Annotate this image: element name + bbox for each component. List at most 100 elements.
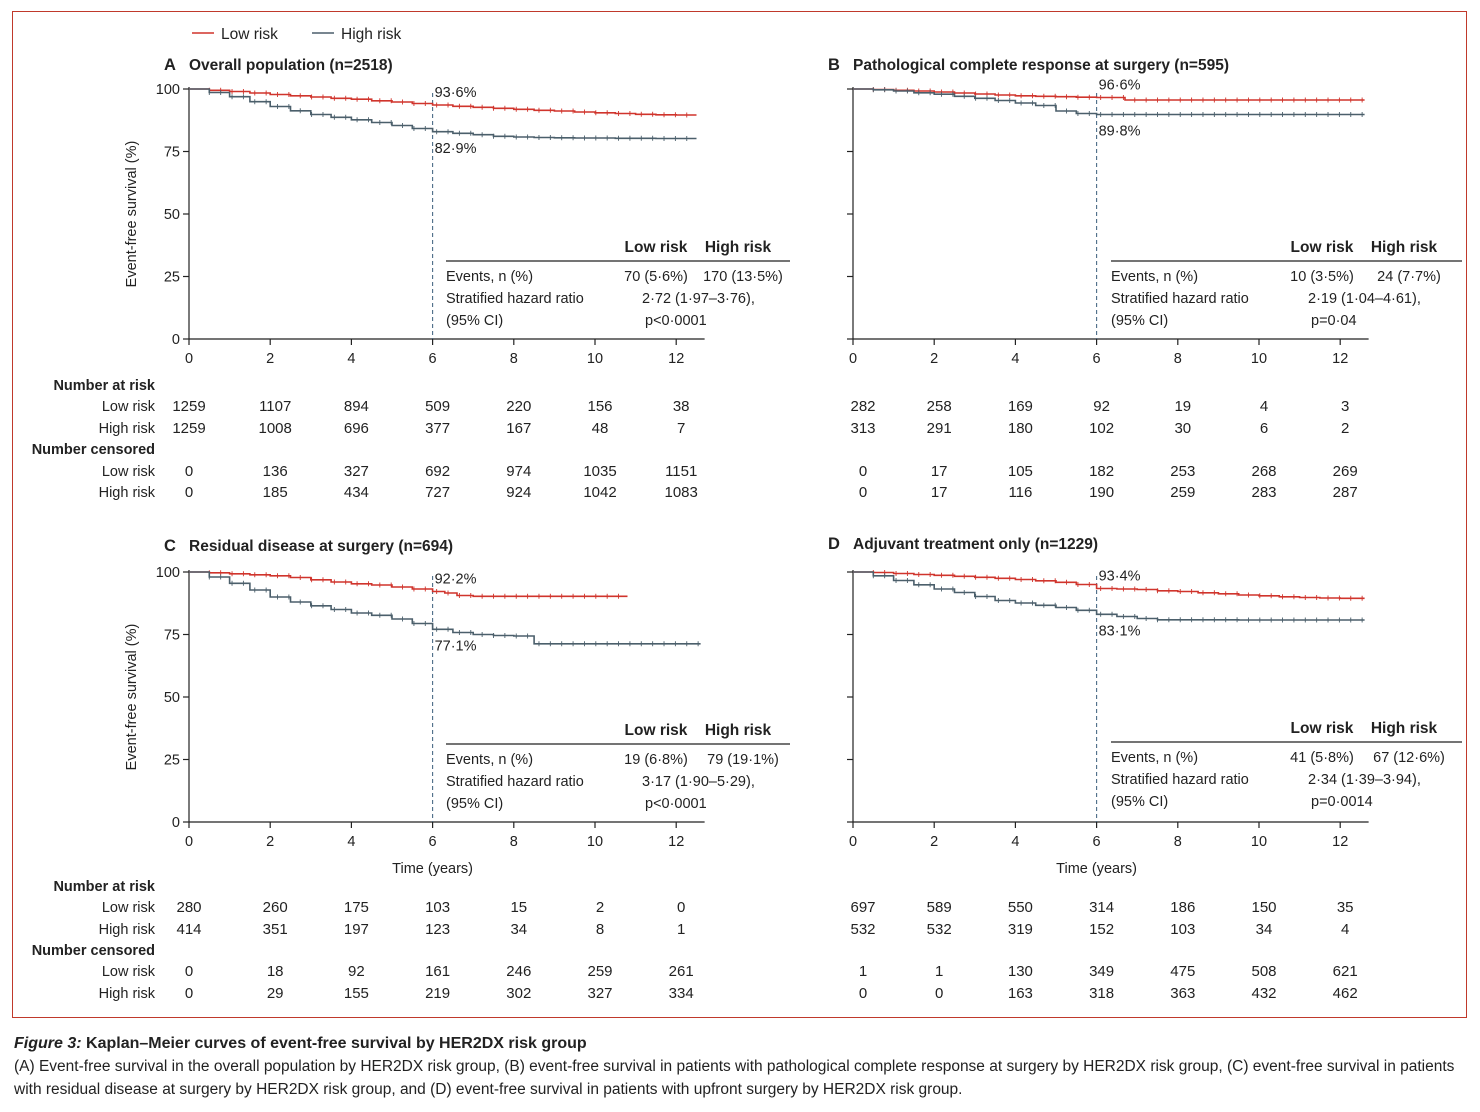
- x-tick-label: 0: [185, 351, 193, 367]
- at-risk-high-value: 34: [510, 921, 527, 938]
- censored-low-value: 269: [1333, 463, 1358, 480]
- x-axis-label: Time (years): [392, 861, 473, 877]
- number-at-risk-label: Number at risk: [53, 879, 155, 895]
- censored-high-value: 190: [1089, 484, 1114, 501]
- landmark-label-low: 93·4%: [1099, 569, 1141, 585]
- censored-low-value: 1035: [583, 463, 616, 480]
- at-risk-high-value: 414: [176, 921, 201, 938]
- at-risk-low-value: 38: [673, 398, 690, 415]
- row-label-low: Low risk: [102, 900, 156, 916]
- at-risk-low-value: 282: [850, 398, 875, 415]
- row-label-low: Low risk: [102, 399, 156, 415]
- censored-high-value: 334: [669, 985, 694, 1002]
- censored-high-value: 259: [1170, 484, 1195, 501]
- x-tick-label: 0: [185, 834, 193, 850]
- at-risk-high-value: 2: [1341, 420, 1349, 437]
- x-tick-label: 10: [587, 834, 603, 850]
- events-low: 19 (6·8%): [624, 752, 688, 768]
- at-risk-low-value: 186: [1170, 899, 1195, 916]
- hr-label: Stratified hazard ratio: [446, 774, 584, 790]
- panel-letter: B: [828, 56, 840, 74]
- x-tick-label: 10: [1251, 351, 1267, 367]
- censored-low-value: 692: [425, 463, 450, 480]
- censored-low-value: 259: [587, 963, 612, 980]
- risk-table: 282 258 169 92 19 4 3 313 291 180 102 30 6 2 0 17 105 182…: [850, 398, 1357, 501]
- at-risk-high-value: 8: [596, 921, 604, 938]
- y-tick-label: 0: [172, 815, 180, 831]
- x-tick-label: 8: [1174, 834, 1182, 850]
- y-tick-label: 75: [164, 628, 180, 644]
- at-risk-low-value: 1259: [172, 398, 205, 415]
- censored-high-value: 318: [1089, 985, 1114, 1002]
- at-risk-low-value: 258: [927, 398, 952, 415]
- y-tick-label: 50: [164, 207, 180, 223]
- low-risk-curve: [189, 571, 628, 598]
- risk-table: Number at risk Low risk High risk Number ce…: [32, 879, 694, 1002]
- censored-high-value: 462: [1333, 985, 1358, 1002]
- landmark-label-high: 77·1%: [435, 638, 477, 654]
- censored-low-value: 105: [1008, 463, 1033, 480]
- censored-high-value: 432: [1251, 985, 1276, 1002]
- hr-pvalue: p<0·0001: [645, 796, 707, 812]
- censored-low-value: 261: [669, 963, 694, 980]
- x-tick-label: 8: [1174, 351, 1182, 367]
- censored-low-value: 327: [344, 463, 369, 480]
- events-high: 170 (13·5%): [703, 269, 783, 285]
- censored-low-value: 974: [506, 463, 531, 480]
- stats-table: Low risk High risk Events, n (%) 70 (5·6%) 1…: [446, 239, 790, 329]
- at-risk-high-value: 123: [425, 921, 450, 938]
- events-high: 24 (7·7%): [1377, 269, 1441, 285]
- at-risk-high-value: 532: [850, 921, 875, 938]
- censored-high-value: 185: [263, 484, 288, 501]
- panel-d: D Adjuvant treatment only (n=1229)0 2 4 6 8 10…: [828, 535, 1462, 1002]
- stats-head-low: Low risk: [1291, 720, 1354, 737]
- hr-ci-label: (95% CI): [446, 313, 503, 329]
- censored-high-value: 0: [935, 985, 943, 1002]
- censored-high-value: 924: [506, 484, 531, 501]
- hr-ci-label: (95% CI): [1111, 313, 1168, 329]
- stats-head-high: High risk: [705, 722, 772, 739]
- hr-value: 2·34 (1·39–3·94),: [1308, 772, 1421, 788]
- events-low: 10 (3·5%): [1290, 269, 1354, 285]
- legend-low-label: Low risk: [221, 26, 278, 43]
- x-tick-label: 4: [347, 834, 355, 850]
- caption-text: (A) Event-free survival in the overall p…: [14, 1058, 1455, 1098]
- x-tick-label: 6: [429, 834, 437, 850]
- censored-high-value: 1042: [583, 484, 616, 501]
- high-risk-censor-marks: [208, 90, 688, 141]
- censored-low-value: 92: [348, 963, 365, 980]
- panel-title: Residual disease at surgery (n=694): [189, 538, 453, 555]
- censored-high-value: 29: [267, 985, 284, 1002]
- figure-caption: Figure 3: Kaplan–Meier curves of event-f…: [14, 1032, 1469, 1101]
- censored-low-value: 130: [1008, 963, 1033, 980]
- censored-high-value: 434: [344, 484, 369, 501]
- at-risk-low-value: 15: [510, 899, 527, 916]
- censored-high-value: 287: [1333, 484, 1358, 501]
- high-risk-curve: [853, 88, 1365, 116]
- row-label-low: Low risk: [102, 464, 156, 480]
- x-tick-label: 4: [1011, 351, 1019, 367]
- censored-low-value: 182: [1089, 463, 1114, 480]
- at-risk-low-value: 103: [425, 899, 450, 916]
- censored-high-value: 155: [344, 985, 369, 1002]
- censored-high-value: 116: [1008, 484, 1032, 501]
- at-risk-high-value: 696: [344, 420, 369, 437]
- low-risk-curve: [853, 571, 1365, 600]
- at-risk-low-value: 314: [1089, 899, 1114, 916]
- risk-table: Number at risk Low risk High risk Number ce…: [32, 378, 698, 501]
- landmark-label-low: 92·2%: [435, 572, 477, 588]
- landmark-label-high: 82·9%: [435, 141, 477, 157]
- censored-high-value: 363: [1170, 985, 1195, 1002]
- at-risk-low-value: 2: [596, 899, 604, 916]
- x-tick-label: 8: [510, 834, 518, 850]
- x-tick-label: 6: [1093, 351, 1101, 367]
- events-label: Events, n (%): [446, 269, 533, 285]
- number-censored-label: Number censored: [32, 442, 155, 458]
- censored-low-value: 475: [1170, 963, 1195, 980]
- censored-high-value: 0: [185, 484, 193, 501]
- panel-c: C Residual disease at surgery (n=694) 0 25 5…: [32, 537, 790, 1002]
- at-risk-high-value: 1008: [259, 420, 292, 437]
- at-risk-low-value: 3: [1341, 398, 1349, 415]
- high-risk-censor-marks: [872, 573, 1363, 623]
- y-axis-label: Event-free survival (%): [124, 141, 140, 288]
